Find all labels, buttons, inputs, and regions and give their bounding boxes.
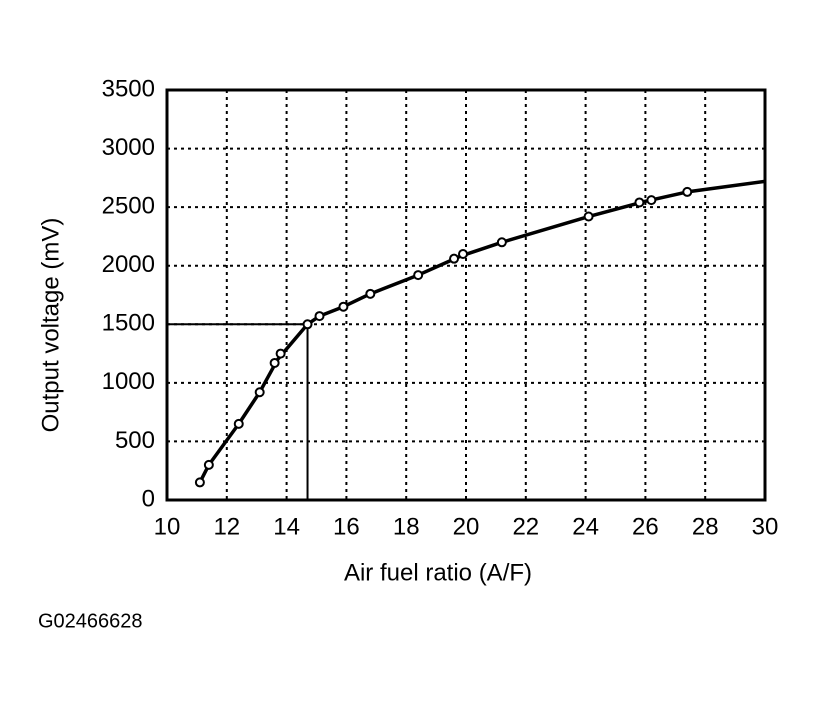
y-tick-label: 0 — [142, 485, 155, 512]
data-point — [233, 418, 244, 429]
y-tick-label: 1000 — [102, 368, 155, 395]
data-point — [413, 270, 424, 281]
y-tick-label: 3500 — [102, 75, 155, 102]
x-tick-label: 12 — [213, 513, 240, 540]
y-tick-label: 2000 — [102, 251, 155, 278]
y-tick-label: 500 — [115, 427, 155, 454]
data-point — [365, 288, 376, 299]
data-point — [269, 357, 280, 368]
curve — [198, 179, 766, 484]
plot-frame — [165, 88, 767, 502]
x-tick-label: 22 — [512, 513, 539, 540]
data-point — [203, 459, 214, 470]
data-point — [583, 211, 594, 222]
figure-id: G02466628 — [38, 610, 143, 632]
y-tick-label: 3000 — [102, 134, 155, 161]
data-point — [682, 186, 693, 197]
x-tick-label: 28 — [692, 513, 719, 540]
y-tick-label: 1500 — [102, 310, 155, 337]
data-point — [634, 197, 645, 208]
x-tick-label: 10 — [154, 513, 181, 540]
x-tick-label: 24 — [572, 513, 599, 540]
data-point — [314, 311, 325, 322]
data-point — [646, 195, 657, 206]
data-point — [302, 319, 313, 330]
y-tick-label: 2500 — [102, 192, 155, 219]
x-tick-label: 30 — [752, 513, 779, 540]
data-point — [254, 387, 265, 398]
x-tick-label: 16 — [333, 513, 360, 540]
data-point — [458, 249, 469, 259]
y-axis-label: Output voltage (mV) — [37, 218, 64, 433]
data-point — [194, 477, 205, 488]
x-tick-label: 26 — [632, 513, 659, 540]
data-point — [496, 237, 507, 248]
x-tick-label: 20 — [453, 513, 480, 540]
x-axis-label: Air fuel ratio (A/F) — [344, 559, 532, 586]
data-point — [338, 301, 349, 312]
x-tick-label: 14 — [273, 513, 300, 540]
data-point — [275, 348, 286, 359]
data-point — [449, 253, 460, 264]
x-tick-label: 18 — [393, 513, 420, 540]
